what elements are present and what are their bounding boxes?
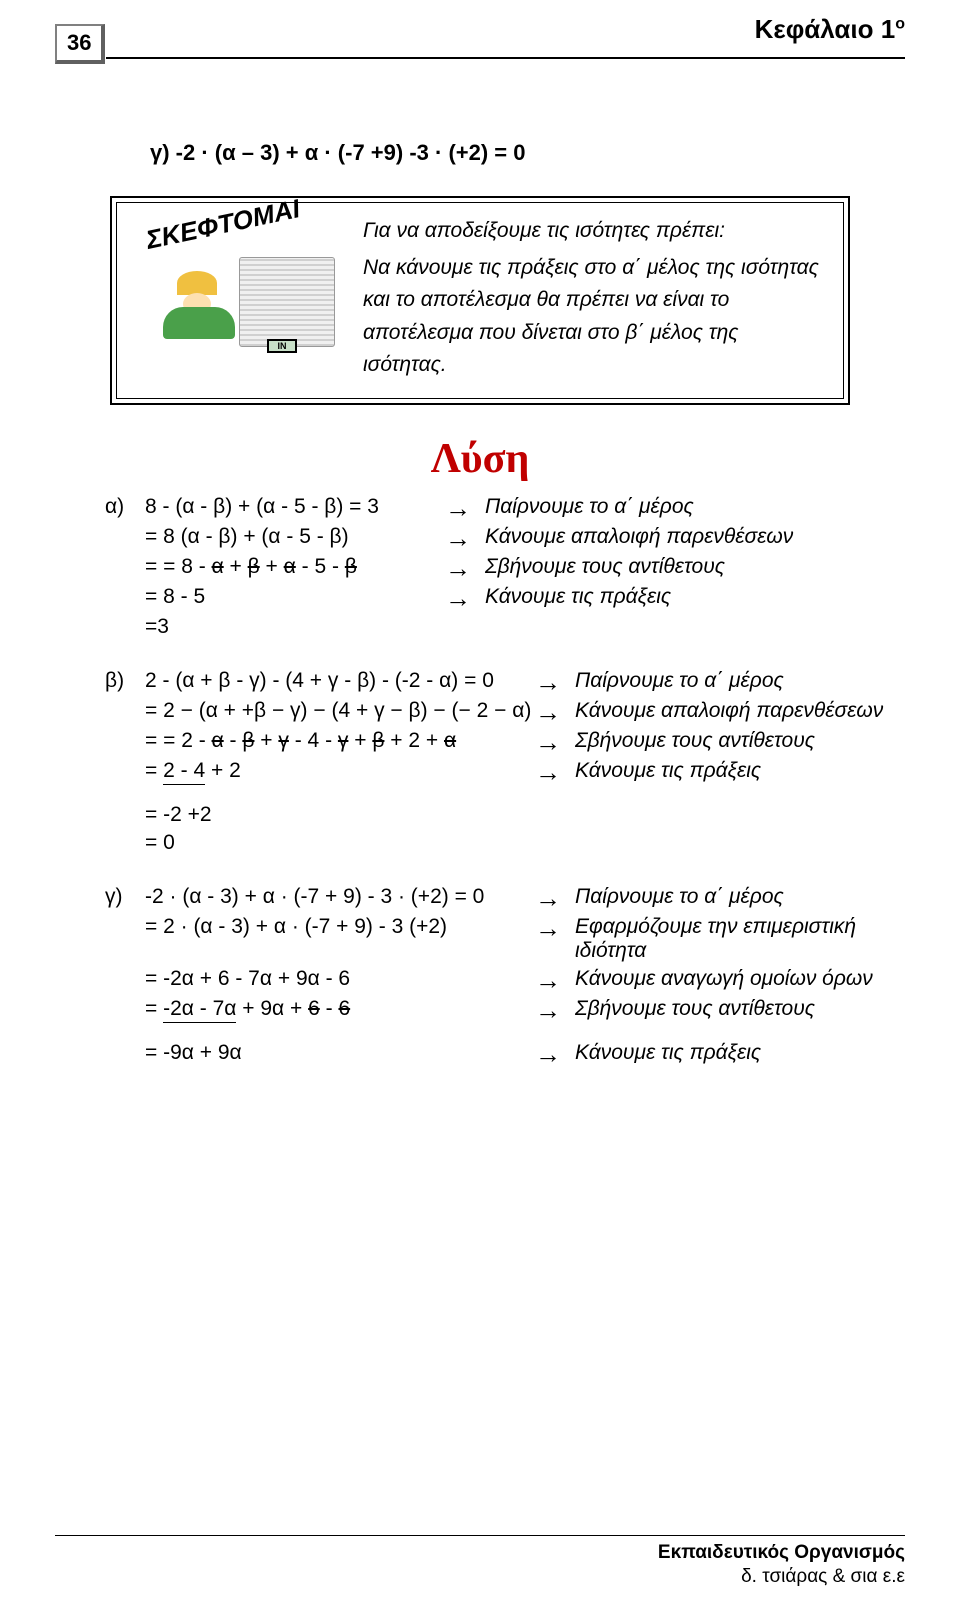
footer: Εκπαιδευτικός Οργανισμός δ. τσιάρας & σι… — [55, 1535, 905, 1590]
arrow-icon: → — [535, 1041, 575, 1067]
b-note2: Σβήνουμε τους αντίθετους — [575, 729, 905, 753]
a-eq1: = 8 (α - β) + (α - 5 - β) — [145, 525, 349, 548]
arrow-icon: → — [445, 555, 485, 581]
arrow-icon: → — [445, 525, 485, 551]
arrow-icon: → — [445, 585, 485, 611]
a-note1: Κάνουμε απαλοιφή παρενθέσεων — [485, 525, 905, 549]
arrow-icon: → — [535, 915, 575, 941]
footer-org: Εκπαιδευτικός Οργανισμός — [55, 1541, 905, 1566]
chapter-title: Κεφάλαιο 1ο — [755, 14, 905, 45]
b-note0: Παίρνουμε το α΄ μέρος — [575, 669, 905, 693]
c-line4: = -9α + 9α — [55, 1041, 535, 1065]
arrow-icon: → — [535, 967, 575, 993]
label-c: γ) — [105, 885, 145, 909]
b-eq1: = 2 − (α + +β − γ) − (4 + γ − β) − (− 2 … — [145, 699, 531, 722]
chapter-text: Κεφάλαιο 1 — [755, 14, 896, 44]
papers-icon — [239, 257, 335, 347]
b-line2: = = 2 - α - β + γ - 4 - γ + β + 2 + α — [55, 729, 535, 753]
b-line4: = -2 +2 — [55, 803, 535, 827]
a-eq4: =3 — [145, 615, 169, 638]
label-a: α) — [105, 495, 145, 519]
b-line0: β)2 - (α + β - γ) - (4 + γ - β) - (-2 - … — [55, 669, 535, 693]
arrow-icon: → — [535, 997, 575, 1023]
c-line1: = 2 · (α - 3) + α · (-7 + 9) - 3 (+2) — [55, 915, 535, 939]
think-label: ΣΚΕΦΤΟΜΑΙ — [143, 193, 302, 256]
student-body-icon — [163, 307, 235, 339]
solution-title: Λύση — [55, 435, 905, 483]
c-note0: Παίρνουμε το α΄ μέρος — [575, 885, 905, 909]
c-note1: Εφαρμόζουμε την επιμεριστική ιδιότητα — [575, 915, 905, 963]
arrow-icon: → — [535, 669, 575, 695]
solution-b: β)2 - (α + β - γ) - (4 + γ - β) - (-2 - … — [55, 669, 905, 855]
solution-a: α)8 - (α - β) + (α - 5 - β) = 3 → Παίρνο… — [55, 495, 905, 639]
think-body: Να κάνουμε τις πράξεις στο α΄ μέλος της … — [363, 252, 827, 382]
a-line2: = = 8 - α + β + α - 5 - β — [55, 555, 445, 579]
footer-who: δ. τσιάρας & σια ε.ε — [55, 1565, 905, 1590]
think-illustration: ΣΚΕΦΤΟΜΑΙ IN — [133, 215, 353, 350]
arrow-icon: → — [535, 759, 575, 785]
b-line1: = 2 − (α + +β − γ) − (4 + γ − β) − (− 2 … — [55, 699, 535, 723]
think-intro: Για να αποδείξουμε τις ισότητες πρέπει: — [363, 215, 827, 248]
c-eq1: = 2 · (α - 3) + α · (-7 + 9) - 3 (+2) — [145, 915, 447, 938]
c-note2: Κάνουμε αναγωγή ομοίων όρων — [575, 967, 905, 991]
c-line3: = -2α - 7α + 9α + 6 - 6 — [55, 997, 535, 1023]
a-line4: =3 — [55, 615, 445, 639]
b-eq4: = -2 +2 — [145, 803, 212, 826]
c-note4: Κάνουμε τις πράξεις — [575, 1041, 905, 1065]
solution-c: γ)-2 · (α - 3) + α · (-7 + 9) - 3 · (+2)… — [55, 885, 905, 1067]
arrow-icon: → — [445, 495, 485, 521]
arrow-icon: → — [535, 729, 575, 755]
chapter-sup: ο — [895, 15, 905, 32]
c-eq4: = -9α + 9α — [145, 1041, 242, 1064]
think-text: Για να αποδείξουμε τις ισότητες πρέπει: … — [363, 215, 827, 386]
footer-rule — [55, 1535, 905, 1536]
a-line1: = 8 (α - β) + (α - 5 - β) — [55, 525, 445, 549]
think-box: ΣΚΕΦΤΟΜΑΙ IN Για να αποδείξουμε τις ισότ… — [110, 196, 850, 405]
b-eq5: = 0 — [145, 831, 175, 854]
c-note3: Σβήνουμε τους αντίθετους — [575, 997, 905, 1021]
c-eq0: -2 · (α - 3) + α · (-7 + 9) - 3 · (+2) =… — [145, 885, 484, 908]
header-rule — [106, 57, 905, 59]
page-number: 36 — [55, 24, 105, 64]
b-line5: = 0 — [55, 831, 535, 855]
c-line2: = -2α + 6 - 7α + 9α - 6 — [55, 967, 535, 991]
b-note3: Κάνουμε τις πράξεις — [575, 759, 905, 783]
a-note3: Κάνουμε τις πράξεις — [485, 585, 905, 609]
in-tray-icon: IN — [267, 339, 297, 353]
b-line3: = 2 - 4 + 2 — [55, 759, 535, 785]
problem-statement: γ) -2 · (α – 3) + α · (-7 +9) -3 · (+2) … — [150, 140, 905, 166]
arrow-icon: → — [535, 699, 575, 725]
a-eq0: 8 - (α - β) + (α - 5 - β) = 3 — [145, 495, 379, 518]
a-line3: = 8 - 5 — [55, 585, 445, 609]
a-note2: Σβήνουμε τους αντίθετους — [485, 555, 905, 579]
label-b: β) — [105, 669, 145, 693]
a-eq3: = 8 - 5 — [145, 585, 205, 608]
b-eq0: 2 - (α + β - γ) - (4 + γ - β) - (-2 - α)… — [145, 669, 494, 692]
c-line0: γ)-2 · (α - 3) + α · (-7 + 9) - 3 · (+2)… — [55, 885, 535, 909]
c-eq2: = -2α + 6 - 7α + 9α - 6 — [145, 967, 350, 990]
b-note1: Κάνουμε απαλοιφή παρενθέσεων — [575, 699, 905, 723]
arrow-icon: → — [535, 885, 575, 911]
a-note0: Παίρνουμε το α΄ μέρος — [485, 495, 905, 519]
a-line0: α)8 - (α - β) + (α - 5 - β) = 3 — [55, 495, 445, 519]
